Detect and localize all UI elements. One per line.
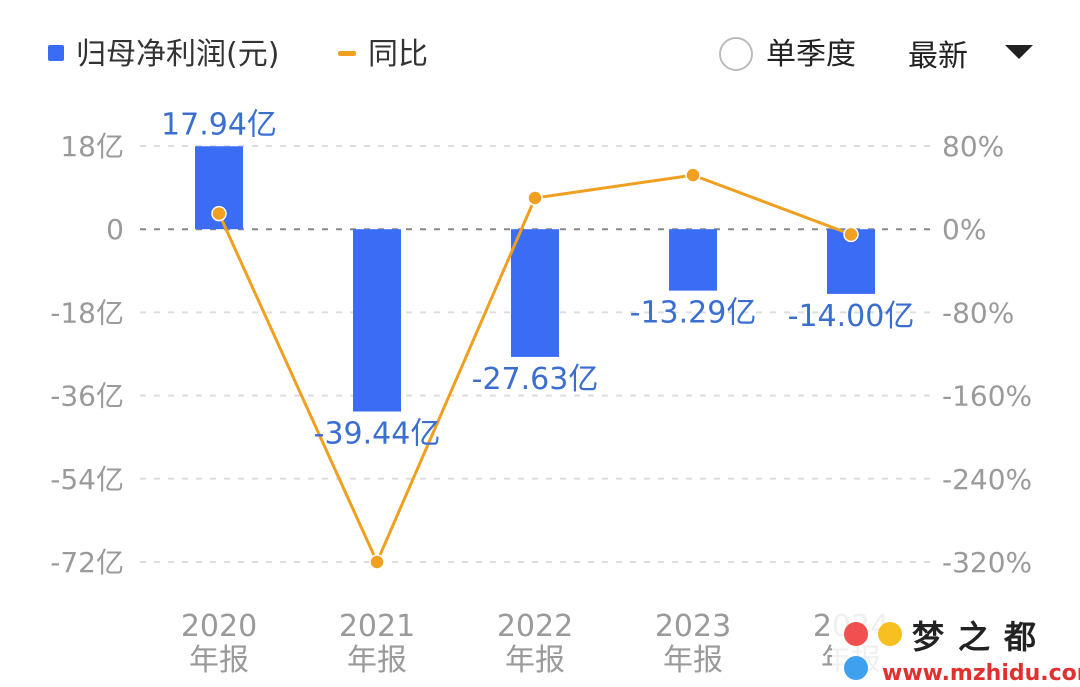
left-axis: 18亿 0 -18亿 -36亿 -54亿 -72亿 — [50, 130, 124, 579]
data-labels: 17.94亿 -39.44亿 -27.63亿 -13.29亿 -14.00亿 — [161, 107, 914, 451]
category-label: 2023 年报 — [655, 609, 731, 678]
left-tick-label: -36亿 — [50, 380, 124, 413]
bar-series — [195, 146, 875, 412]
line-legend-label: 同比 — [368, 37, 428, 72]
sort-dropdown[interactable]: 最新 — [908, 39, 1033, 74]
category-label: 2022 年报 — [497, 609, 573, 678]
line-point[interactable] — [369, 554, 385, 570]
right-tick-label: -80% — [942, 296, 1014, 329]
smiley-yellow-icon — [878, 622, 902, 646]
sort-dropdown-label: 最新 — [908, 39, 968, 74]
triangle-down-icon — [1005, 45, 1033, 59]
left-tick-label: 0 — [106, 213, 124, 246]
line-point[interactable] — [527, 190, 543, 206]
bar[interactable] — [511, 229, 559, 357]
smiley-blue-icon — [844, 656, 868, 680]
category-axis: 2020年报2021年报2022年报2023年报2024年报 — [181, 609, 889, 678]
bar-data-label: -14.00亿 — [788, 299, 915, 334]
left-tick-label: 18亿 — [60, 130, 124, 163]
right-tick-label: 0% — [942, 213, 986, 246]
right-tick-label: -160% — [942, 380, 1032, 413]
right-tick-label: -320% — [942, 546, 1032, 579]
watermark-text: 梦之都 — [912, 618, 1050, 656]
line-point[interactable] — [211, 205, 227, 222]
smiley-red-icon — [844, 622, 868, 646]
radio-circle-icon[interactable] — [719, 37, 753, 71]
single-quarter-label: 单季度 — [766, 37, 856, 72]
left-tick-label: -18亿 — [50, 296, 124, 329]
category-label: 2021 年报 — [339, 609, 415, 678]
bar[interactable] — [353, 229, 401, 412]
line-legend-swatch — [338, 51, 356, 56]
bar-data-label: -13.29亿 — [630, 296, 757, 331]
bar[interactable] — [669, 229, 717, 291]
category-label: 2020 年报 — [181, 609, 257, 678]
watermark: 梦之都 www.mzhidu.com — [832, 612, 1080, 686]
right-tick-label: -240% — [942, 463, 1032, 496]
bar-data-label: 17.94亿 — [161, 107, 277, 142]
bar-data-label: -39.44亿 — [314, 417, 441, 452]
right-axis: 80% 0% -80% -160% -240% -320% — [942, 130, 1032, 579]
line-series — [211, 167, 859, 570]
left-tick-label: -72亿 — [50, 546, 124, 579]
bar-data-label: -27.63亿 — [472, 362, 599, 397]
line-point[interactable] — [685, 167, 701, 183]
line-point[interactable] — [843, 226, 859, 243]
bar-legend-label: 归母净利润(元) — [76, 37, 279, 72]
left-tick-label: -54亿 — [50, 463, 124, 496]
single-quarter-toggle[interactable]: 单季度 — [719, 37, 856, 72]
watermark-url: www.mzhidu.com — [882, 661, 1080, 686]
legend[interactable]: 归母净利润(元) 同比 — [48, 37, 428, 72]
right-tick-label: 80% — [942, 130, 1004, 163]
bar-legend-swatch — [48, 45, 64, 61]
